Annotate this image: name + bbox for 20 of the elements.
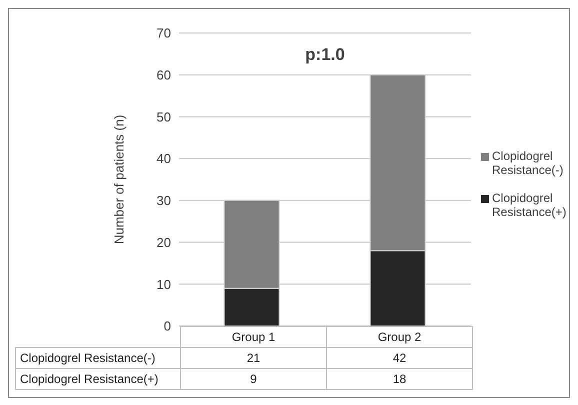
y-tick-label: 20 <box>156 234 171 250</box>
y-tick-label: 0 <box>164 318 171 334</box>
y-tick-label: 70 <box>156 26 171 41</box>
data-label: 9 <box>180 368 326 390</box>
y-tick-label: 40 <box>156 151 171 166</box>
legend-label: Clopidogrel Resistance(+) <box>492 191 567 219</box>
text: p:1.0 <box>304 45 346 65</box>
data-label: 18 <box>326 368 472 390</box>
data-label: 21 <box>180 348 326 368</box>
text: Clopidogrel Resistance(-) <box>20 351 156 365</box>
y-tick-label: 10 <box>156 276 171 292</box>
data-label: 42 <box>326 348 472 368</box>
text: Clopidogrel Resistance(+) <box>20 372 158 386</box>
y-tick-label: 50 <box>156 109 171 124</box>
y-tick-label: 60 <box>156 67 171 82</box>
x-tick-label: Group 1 <box>180 326 326 348</box>
legend-label: Clopidogrel Resistance(-) <box>492 149 564 177</box>
y-tick-label: 30 <box>156 193 171 208</box>
x-tick-label: Group 2 <box>326 326 472 348</box>
y-axis-title: Number of patients (n) <box>112 114 127 244</box>
